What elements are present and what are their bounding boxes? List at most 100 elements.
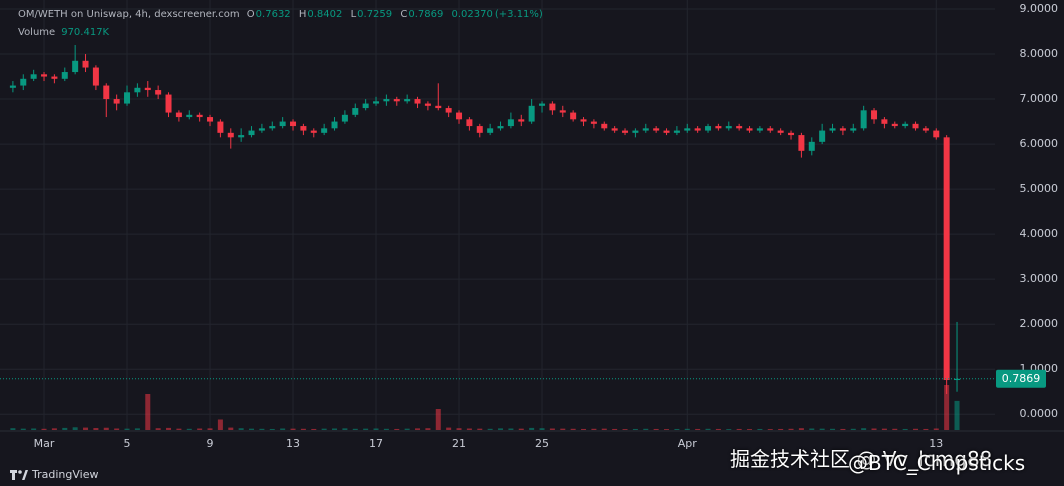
change-value: 0.02370 [451,9,493,20]
candle-body [539,103,546,106]
last-price-label: 0.7869 [1002,372,1041,385]
candle-body [393,99,400,102]
candle-body [352,108,359,115]
candle-body [653,128,660,131]
candle-body [445,108,452,113]
volume-bar [373,428,379,430]
x-tick-label: 17 [369,437,383,450]
volume-value: 970.417K [61,27,110,38]
candle-body [113,99,120,104]
volume-bar [363,428,369,430]
branding-logo [10,469,28,480]
candle-body [580,119,587,122]
candle-body [954,378,961,381]
x-tick-label: 25 [535,437,549,450]
candle-body [933,130,940,138]
volume-bar [217,419,223,430]
branding: TradingView [10,468,98,481]
volume-bar [290,428,296,430]
volume-bar [726,429,732,430]
volume-bar [207,428,213,430]
volume-bar [487,428,493,430]
candle-body [507,119,514,127]
volume-bar [321,428,327,430]
candle-body [705,126,712,131]
low-key: L [350,9,357,20]
volume-bar [238,428,244,430]
volume-bar [913,428,919,430]
candle-body [290,121,297,127]
volume-bar [871,428,877,430]
open-key: O [246,9,255,20]
candle-body [549,103,556,111]
candle-body [30,74,37,79]
close-key: C [400,9,408,20]
candle-body [746,128,753,131]
volume-bar [747,429,753,430]
volume-bar [518,428,524,430]
candle-body [217,121,224,133]
candle-body [767,128,774,131]
candle-body [497,126,504,129]
candle-body [362,103,369,109]
volume-bar [415,428,421,430]
candle-body [383,99,390,102]
candle-body [528,105,535,122]
candle-body [238,135,245,138]
volume-bar [404,428,410,430]
candle-body [476,126,483,133]
volume-bar [643,428,649,430]
volume-bar [425,428,431,430]
candle-body [611,128,618,131]
candle-body [279,121,286,127]
candle-body [435,105,442,109]
candle-body [829,128,836,131]
candle-body [922,128,929,131]
x-tick-label: 21 [452,437,466,450]
candle-body [850,128,857,131]
volume-bar [41,428,47,430]
volume-bar [280,428,286,430]
volume-bar [767,429,773,430]
change-pct: (+3.11%) [494,9,543,20]
volume-bar [736,428,742,430]
candle-body [269,126,276,129]
y-tick-label: 9.0000 [1020,2,1059,15]
volume-bar [788,428,794,430]
candle-body [891,123,898,127]
close-value: 0.7869 [408,9,444,20]
volume-bar [798,428,804,430]
volume-bar [62,427,68,430]
volume-bar [269,428,275,430]
candle-body [9,85,16,88]
x-tick-label: Apr [678,437,698,450]
volume-bar [715,428,721,430]
candle-body [155,90,162,95]
volume-bar [809,428,815,430]
candle-body [673,130,680,133]
x-tick-label: 9 [207,437,214,450]
candle-body [207,117,214,122]
candle-body [788,132,795,136]
high-key: H [298,9,307,20]
volume-bar [72,427,78,430]
y-tick-label: 6.0000 [1020,137,1059,150]
volume-bar [830,428,836,430]
volume-bar [332,428,338,430]
candle-body [404,99,411,102]
candle-body [414,99,421,104]
last-price-tag [996,369,1046,388]
candle-body [165,94,172,113]
candle-body [642,128,649,131]
candle-body [590,121,597,124]
candle-body [466,119,473,127]
candle-body [943,137,950,381]
candle-body [72,60,79,73]
candle-body [258,128,265,131]
volume-bar [145,394,151,430]
volume-bar [498,428,504,430]
volume-bar [446,427,452,430]
y-tick-label: 8.0000 [1020,47,1059,60]
candle-body [756,128,763,131]
